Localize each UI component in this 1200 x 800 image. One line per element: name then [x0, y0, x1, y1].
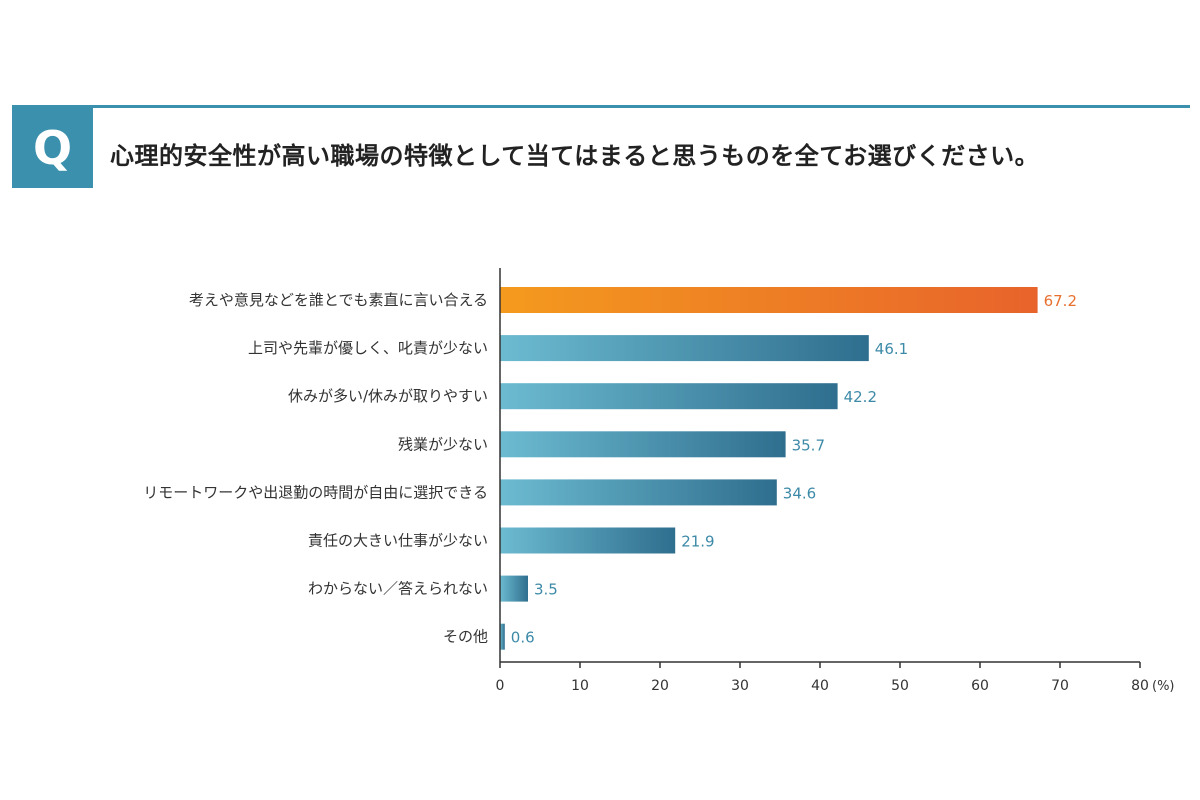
bars-layer: 考えや意見などを誰とでも素直に言い合える 67.2 上司や先輩が優しく、叱責が少ない…	[143, 287, 1077, 650]
x-axis-unit: (%)	[1152, 679, 1175, 694]
bar	[500, 479, 777, 506]
data-label: 0.6	[511, 629, 535, 647]
x-tick-label: 50	[891, 678, 909, 694]
x-tick-label: 60	[971, 678, 989, 694]
x-tick-label: 0	[496, 678, 505, 694]
data-label: 46.1	[875, 340, 908, 358]
x-tick-label: 40	[811, 678, 829, 694]
x-tick-label: 80	[1131, 678, 1149, 694]
bar	[500, 287, 1038, 313]
category-label: 考えや意見などを誰とでも素直に言い合える	[189, 291, 488, 309]
category-label: わからない／答えられない	[308, 580, 488, 598]
data-label: 34.6	[783, 484, 816, 502]
bar	[500, 575, 528, 602]
category-label: 上司や先輩が優しく、叱責が少ない	[248, 339, 488, 357]
axis-layer: 0 10 20 30 40 50 60 70 80 (%)	[496, 268, 1175, 694]
data-label: 3.5	[534, 581, 558, 599]
bar	[500, 527, 676, 554]
x-tick-label: 30	[731, 678, 749, 694]
bar	[500, 623, 505, 650]
question-badge: Q	[12, 107, 93, 188]
question-title: 心理的安全性が高い職場の特徴として当てはまると思うものを全てお選びください。	[110, 142, 1040, 170]
x-tick-label: 10	[571, 678, 589, 694]
data-label: 42.2	[844, 388, 877, 406]
bar	[500, 431, 786, 458]
x-tick-label: 20	[651, 678, 669, 694]
bar	[500, 383, 838, 410]
category-label: 責任の大きい仕事が少ない	[308, 532, 488, 550]
data-label: 35.7	[792, 436, 825, 454]
category-label: 残業が少ない	[398, 435, 488, 453]
data-label: 67.2	[1044, 292, 1077, 310]
category-label: その他	[443, 628, 488, 646]
category-label: 休みが多い/休みが取りやすい	[288, 387, 488, 405]
category-label: リモートワークや出退勤の時間が自由に選択できる	[143, 483, 488, 501]
data-label: 21.9	[681, 533, 714, 551]
bar	[500, 335, 869, 362]
x-tick-label: 70	[1051, 678, 1069, 694]
question-divider	[12, 105, 1190, 108]
